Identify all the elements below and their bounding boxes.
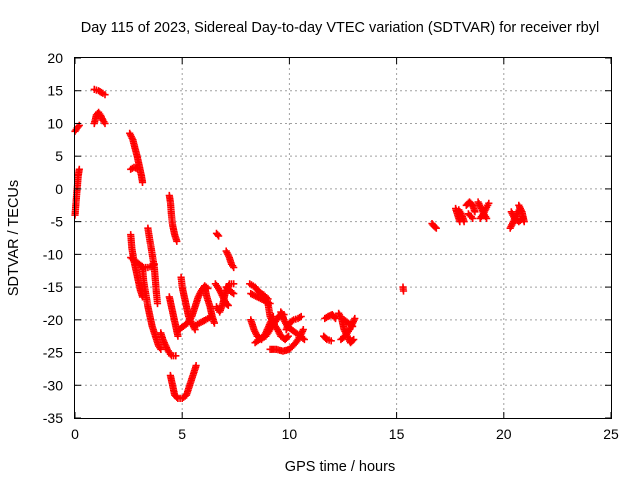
data-series-track bbox=[264, 299, 292, 344]
data-point-marker bbox=[299, 326, 307, 334]
data-point-marker bbox=[299, 334, 307, 342]
data-series-track bbox=[476, 199, 493, 222]
data-point-marker bbox=[230, 290, 238, 298]
tick-layer: 0 5 10 15 20 25 20 15 10 5 0 -5 -10 -15 -20 -25 -30 -35 bbox=[43, 50, 619, 442]
y-tick-label: 5 bbox=[55, 148, 63, 164]
y-tick-label: 0 bbox=[55, 181, 63, 197]
data-point-marker bbox=[173, 393, 181, 401]
data-series-track bbox=[157, 329, 180, 360]
data-point-marker bbox=[223, 300, 231, 308]
data-series-track bbox=[282, 312, 305, 334]
data-series-track bbox=[127, 163, 141, 173]
data-point-marker bbox=[483, 214, 491, 222]
y-tick-label: -10 bbox=[43, 246, 63, 262]
data-point-marker bbox=[300, 335, 308, 344]
data-point-marker bbox=[431, 223, 439, 231]
data-point-marker bbox=[172, 352, 180, 360]
y-tick-label: -35 bbox=[43, 410, 63, 426]
data-point-marker bbox=[327, 337, 335, 345]
data-series-track bbox=[266, 326, 307, 355]
data-point-marker bbox=[520, 218, 528, 226]
data-series-track bbox=[201, 283, 218, 327]
data-series-track bbox=[340, 316, 357, 330]
data-point-marker bbox=[74, 123, 82, 131]
data-series-track bbox=[90, 108, 109, 128]
data-point-marker bbox=[350, 335, 358, 344]
y-tick-label: -15 bbox=[43, 279, 63, 295]
data-layer bbox=[71, 85, 528, 402]
y-tick-label: -5 bbox=[51, 214, 64, 230]
y-tick-label: -25 bbox=[43, 345, 63, 361]
data-series-track bbox=[165, 191, 181, 245]
data-point-marker bbox=[210, 319, 218, 327]
y-axis-title: SDTVAR / TECUs bbox=[6, 180, 22, 296]
y-tick-label: -20 bbox=[43, 312, 63, 328]
x-tick-label: 10 bbox=[282, 426, 298, 442]
data-series-track bbox=[166, 362, 200, 402]
data-point-marker bbox=[153, 299, 162, 308]
x-axis-title: GPS time / hours bbox=[285, 459, 395, 475]
y-tick-label: -30 bbox=[43, 377, 63, 393]
x-tick-label: 0 bbox=[71, 426, 79, 442]
data-series-track bbox=[320, 332, 335, 345]
x-tick-label: 25 bbox=[603, 426, 619, 442]
data-point-marker bbox=[284, 332, 292, 340]
data-point-marker bbox=[215, 232, 223, 240]
data-point-marker bbox=[351, 314, 359, 323]
data-series-track bbox=[71, 165, 83, 219]
data-point-marker bbox=[471, 208, 479, 216]
data-series-track bbox=[90, 85, 109, 99]
data-series-track bbox=[428, 220, 440, 232]
data-series-track bbox=[462, 198, 479, 216]
y-tick-label: 20 bbox=[47, 50, 63, 66]
data-point-marker bbox=[347, 321, 355, 329]
data-point-marker bbox=[173, 237, 181, 245]
x-tick-label: 15 bbox=[389, 426, 405, 442]
data-series-track bbox=[337, 314, 359, 344]
x-tick-label: 5 bbox=[178, 426, 186, 442]
y-tick-label: 15 bbox=[47, 83, 63, 99]
data-point-marker bbox=[460, 218, 468, 226]
data-point-marker bbox=[214, 231, 222, 239]
data-point-marker bbox=[75, 165, 83, 173]
data-series-track bbox=[455, 206, 468, 226]
data-series-track bbox=[515, 201, 528, 226]
data-series-track bbox=[165, 293, 182, 340]
data-series-track bbox=[126, 129, 147, 186]
data-series-track bbox=[399, 283, 408, 295]
data-point-marker bbox=[138, 178, 147, 186]
data-series-track bbox=[464, 210, 477, 222]
data-series-track bbox=[335, 309, 358, 347]
data-point-marker bbox=[349, 322, 357, 330]
data-series-track bbox=[222, 247, 238, 272]
data-series-track bbox=[212, 229, 223, 240]
data-point-marker bbox=[230, 263, 238, 272]
data-point-marker bbox=[349, 336, 357, 345]
x-tick-label: 20 bbox=[496, 426, 512, 442]
y-tick-label: 10 bbox=[47, 115, 63, 131]
data-series-track bbox=[144, 224, 162, 308]
data-series-track bbox=[138, 263, 165, 353]
data-point-marker bbox=[432, 224, 440, 232]
data-point-marker bbox=[485, 199, 493, 207]
data-point-marker bbox=[101, 91, 109, 99]
data-series-track bbox=[190, 312, 215, 330]
data-point-marker bbox=[157, 345, 165, 353]
data-point-marker bbox=[283, 333, 291, 341]
data-point-marker bbox=[228, 288, 236, 297]
data-point-marker bbox=[469, 214, 477, 222]
data-point-marker bbox=[297, 312, 305, 321]
data-series-track bbox=[222, 283, 238, 298]
chart-title: Day 115 of 2023, Sidereal Day-to-day VTE… bbox=[81, 20, 599, 36]
grid-layer bbox=[75, 58, 611, 418]
data-point-marker bbox=[101, 119, 109, 128]
data-point-marker bbox=[133, 165, 141, 173]
plot-frame bbox=[74, 57, 612, 419]
data-point-marker bbox=[192, 362, 200, 370]
data-point-marker bbox=[399, 287, 408, 295]
data-point-marker bbox=[230, 280, 238, 288]
data-point-marker bbox=[174, 332, 182, 340]
